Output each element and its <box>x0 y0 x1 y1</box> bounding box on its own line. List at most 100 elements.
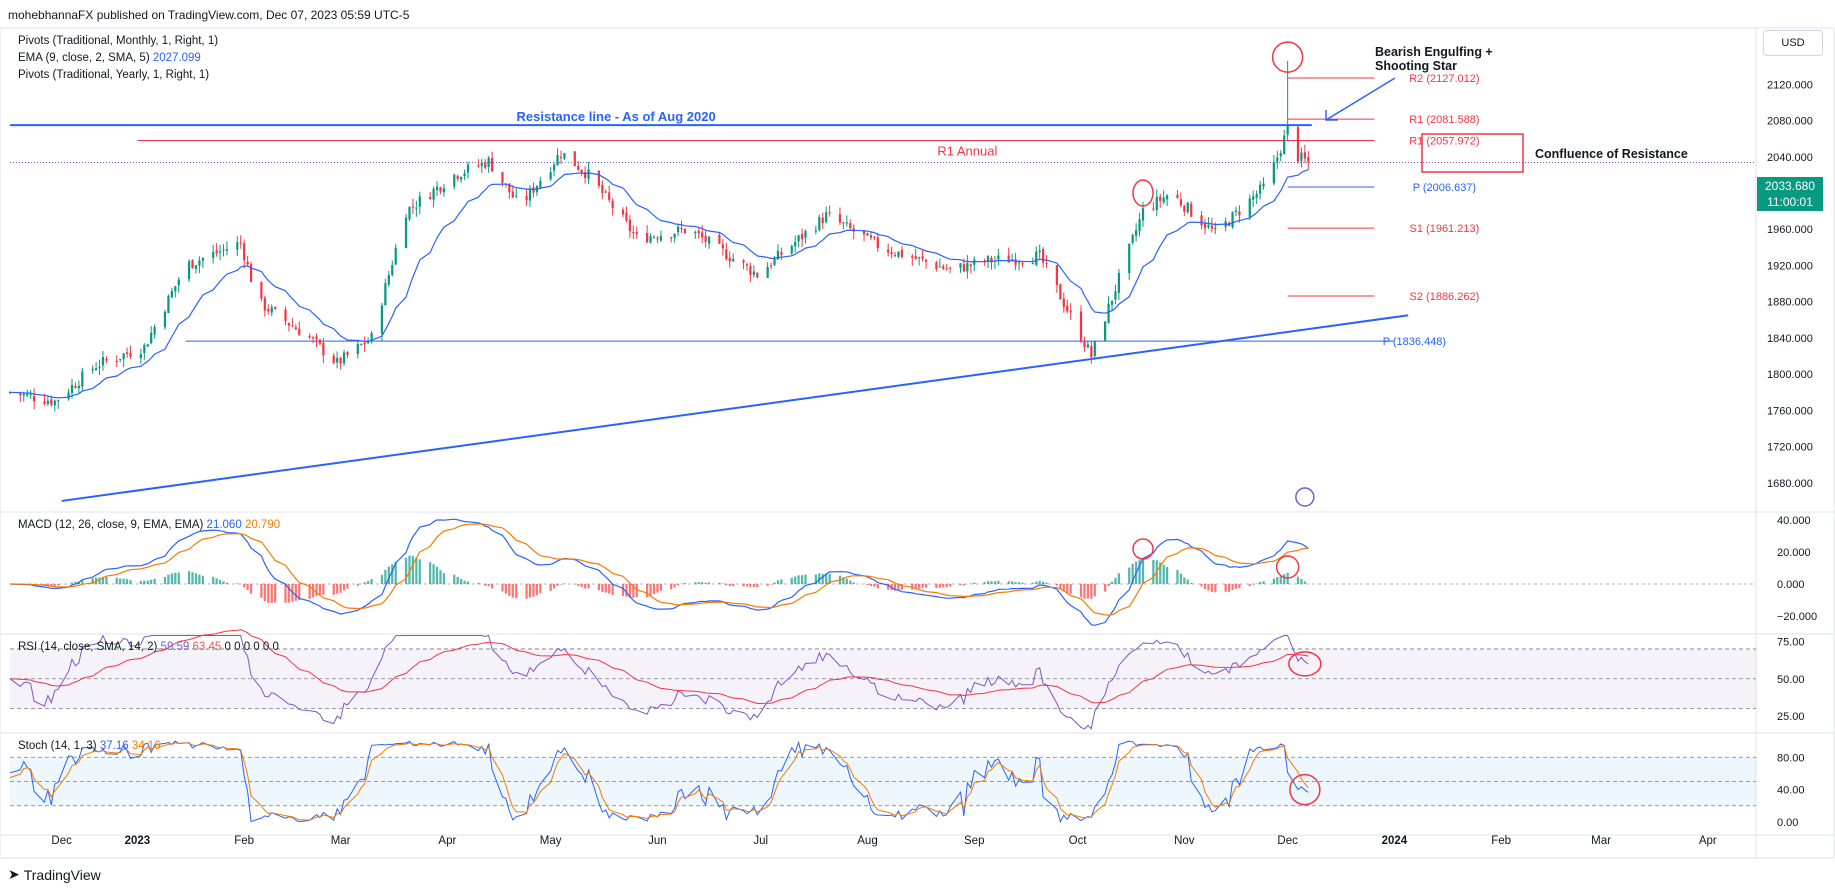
macd-histogram-bar <box>997 580 1000 584</box>
macd-histogram-bar <box>215 578 218 584</box>
macd-histogram-bar <box>1011 581 1014 584</box>
candle-body <box>1203 223 1207 229</box>
candle-body <box>773 257 776 265</box>
macd-histogram-bar <box>821 573 824 584</box>
macd-histogram-bar <box>573 584 576 585</box>
macd-histogram-bar <box>212 576 215 584</box>
macd-histogram-bar <box>53 584 56 586</box>
candle-body <box>935 262 938 269</box>
macd-histogram-bar <box>673 584 676 588</box>
macd-histogram-bar <box>143 580 146 584</box>
rsi-tick-label: 75.00 <box>1777 636 1805 648</box>
candle-body <box>673 233 676 238</box>
pivot-label: S1 (1961.213) <box>1410 223 1480 235</box>
candle-body <box>959 263 962 268</box>
macd-histogram-bar <box>942 584 945 588</box>
macd-histogram-bar <box>645 584 649 598</box>
candle-body <box>628 219 632 232</box>
candle-body <box>924 259 928 262</box>
macd-histogram-bar <box>849 580 852 584</box>
candle-body <box>212 252 215 259</box>
candle-body <box>191 259 194 269</box>
macd-histogram-bar <box>308 584 311 599</box>
macd-histogram-bar <box>676 584 680 586</box>
candle-body <box>70 384 74 393</box>
candle-body <box>549 172 552 180</box>
candle-body <box>249 264 253 282</box>
macd-histogram-bar <box>1296 576 1300 584</box>
price-tick-label: 1680.000 <box>1767 478 1813 490</box>
candle-body <box>463 173 466 176</box>
candle-body <box>721 244 724 249</box>
macd-histogram-bar <box>1083 584 1086 599</box>
candle-body <box>336 357 339 363</box>
candle-body <box>404 217 408 249</box>
macd-histogram-bar <box>814 574 817 584</box>
macd-histogram-bar <box>962 584 966 586</box>
macd-histogram-bar <box>1262 581 1265 584</box>
macd-histogram-bar <box>411 555 415 584</box>
candle-body <box>921 256 924 259</box>
macd-histogram-bar <box>797 575 800 584</box>
candle-body <box>43 401 46 405</box>
macd-histogram-bar <box>897 584 900 590</box>
candle-body <box>260 281 263 299</box>
candle-body <box>294 327 297 330</box>
candle-body <box>26 393 29 396</box>
macd-histogram-bar <box>380 574 384 584</box>
footer-brand[interactable]: ➤ TradingView <box>8 866 101 883</box>
candle-body <box>862 230 866 235</box>
macd-histogram-bar <box>267 584 270 604</box>
candle-body <box>1200 215 1203 226</box>
candle-body <box>480 162 483 167</box>
macd-histogram-bar <box>1110 581 1114 584</box>
price-tick-label: 1840.000 <box>1767 333 1813 345</box>
candle-body <box>239 242 242 244</box>
macd-histogram-bar <box>270 584 273 604</box>
candle-body <box>360 344 363 346</box>
candle-body <box>19 392 22 396</box>
macd-histogram-bar <box>453 574 456 584</box>
candle-body <box>725 249 728 260</box>
candle-body <box>649 236 652 243</box>
time-tick-label: Apr <box>1699 835 1717 847</box>
tradingview-logo-icon: ➤ <box>8 866 20 882</box>
macd-histogram-bar <box>70 582 74 584</box>
candle-body <box>876 237 879 249</box>
price-tick-label: 1920.000 <box>1767 260 1813 272</box>
time-tick-label: Jul <box>753 835 768 847</box>
macd-histogram-bar <box>322 584 325 595</box>
candle-body <box>1207 224 1210 227</box>
macd-histogram-bar <box>346 584 349 589</box>
candle-body <box>194 265 198 269</box>
candle-body <box>814 230 817 232</box>
legend-pivots-monthly: Pivots (Traditional, Monthly, 1, Right, … <box>18 35 219 47</box>
macd-histogram-bar <box>119 578 122 584</box>
macd-histogram-bar <box>46 584 50 586</box>
candle-body <box>1035 251 1038 265</box>
rsi-tick-label: 50.00 <box>1777 674 1805 686</box>
candle-body <box>780 252 783 255</box>
candle-body <box>697 230 700 234</box>
candle-body <box>1296 126 1300 162</box>
macd-histogram-bar <box>1104 584 1107 592</box>
macd-histogram-bar <box>429 562 432 584</box>
candle-body <box>270 307 273 313</box>
macd-highlight-circle-2 <box>1275 555 1300 579</box>
candle-body <box>577 165 580 170</box>
candle-body <box>1231 212 1234 228</box>
macd-histogram-bar <box>187 571 191 584</box>
macd-histogram-bar <box>577 584 580 586</box>
macd-histogram-bar <box>1203 584 1207 590</box>
macd-histogram-bar <box>628 584 632 598</box>
candle-body <box>1079 311 1083 342</box>
candle-body <box>170 291 173 298</box>
currency-button[interactable]: USD <box>1763 30 1823 56</box>
macd-histogram-bar <box>1128 567 1131 584</box>
macd-histogram-bar <box>766 584 769 586</box>
candle-body <box>442 188 446 193</box>
candle-body <box>1252 196 1255 200</box>
candle-body <box>387 275 390 285</box>
candle-body <box>962 264 966 272</box>
